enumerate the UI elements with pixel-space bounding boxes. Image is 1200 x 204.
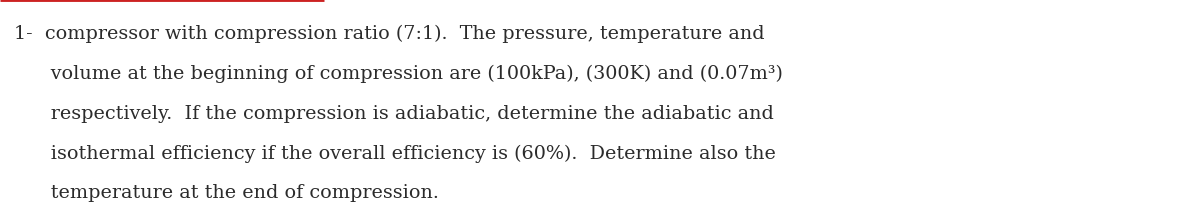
Text: volume at the beginning of compression are (100kPa), (300K) and (0.07m³): volume at the beginning of compression a… (14, 64, 784, 82)
Text: respectively.  If the compression is adiabatic, determine the adiabatic and: respectively. If the compression is adia… (14, 104, 774, 122)
Text: 1-  compressor with compression ratio (7:1).  The pressure, temperature and: 1- compressor with compression ratio (7:… (14, 24, 766, 43)
Text: temperature at the end of compression.: temperature at the end of compression. (14, 184, 439, 202)
Text: isothermal efficiency if the overall efficiency is (60%).  Determine also the: isothermal efficiency if the overall eff… (14, 144, 776, 162)
